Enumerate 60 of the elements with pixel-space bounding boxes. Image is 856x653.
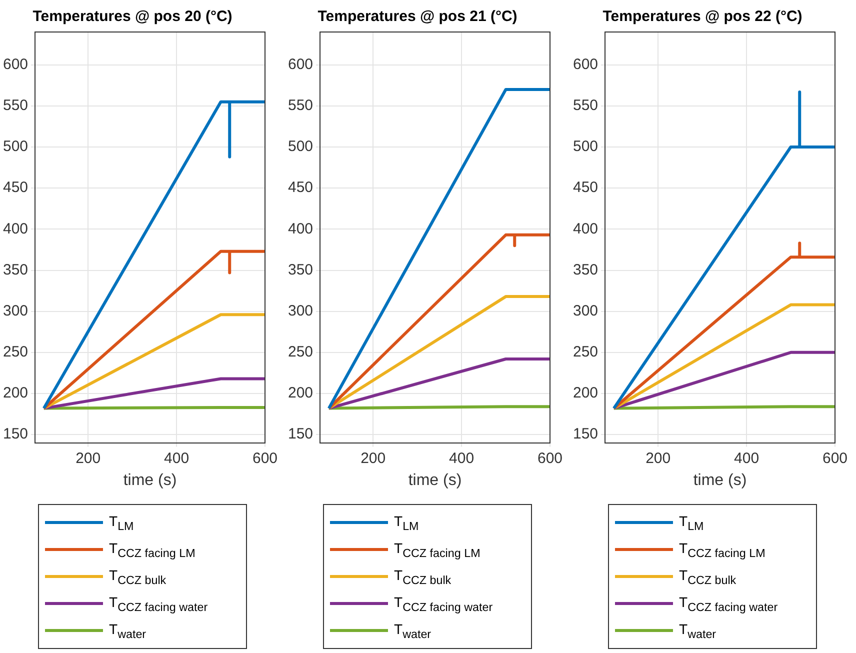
legend-label: T$_{water}$	[394, 620, 432, 640]
y-tick-label: 200	[572, 384, 598, 402]
y-tick-label: 350	[572, 261, 598, 278]
y-tick-label: 400	[572, 220, 598, 238]
legend-label: T$_{LM}$	[109, 512, 134, 532]
x-tick-label: 400	[449, 450, 474, 467]
y-tick-label: 300	[572, 302, 598, 320]
y-tick-label: 200	[288, 384, 314, 402]
y-tick-label: 300	[288, 302, 314, 320]
y-tick-label: 500	[288, 138, 314, 156]
x-axis-title: time (s)	[693, 472, 747, 489]
y-tick-label: 550	[2, 97, 28, 114]
x-tick-label: 600	[822, 450, 848, 467]
y-tick-label: 550	[288, 97, 314, 114]
y-tick-label: 550	[572, 97, 598, 114]
y-tick-label: 250	[288, 344, 314, 361]
y-tick-label: 450	[2, 179, 28, 196]
legend-label: T$_{CCZ facing water}$	[394, 594, 493, 614]
x-tick-label: 200	[646, 450, 671, 467]
legend-label: T$_{CCZ facing LM}$	[679, 540, 766, 560]
legend-label: T$_{LM}$	[394, 512, 419, 532]
y-tick-label: 350	[288, 261, 314, 278]
y-tick-label: 200	[2, 384, 28, 402]
x-tick-label: 400	[164, 450, 190, 467]
y-tick-label: 600	[572, 56, 598, 74]
legend-label: T$_{CCZ facing water}$	[679, 594, 778, 614]
legend-label: T$_{water}$	[109, 620, 146, 640]
y-tick-label: 250	[2, 344, 28, 361]
legend-label: T$_{CCZ bulk}$	[679, 566, 736, 586]
x-tick-label: 200	[76, 450, 101, 467]
y-tick-label: 600	[288, 56, 314, 74]
chart-title: Temperatures @ pos 21 (°C)	[318, 8, 518, 26]
y-tick-label: 500	[572, 138, 598, 156]
y-tick-label: 150	[2, 426, 28, 443]
x-tick-label: 600	[252, 450, 278, 467]
chart-title: Temperatures @ pos 22 (°C)	[602, 8, 802, 26]
x-axis-title: time (s)	[408, 472, 462, 489]
x-tick-label: 600	[537, 450, 563, 467]
x-tick-label: 200	[360, 450, 386, 467]
x-axis-title: time (s)	[123, 472, 177, 489]
y-tick-label: 500	[2, 138, 28, 156]
y-tick-label: 400	[2, 220, 28, 238]
y-tick-label: 150	[572, 426, 598, 443]
legend-label: T$_{LM}$	[679, 512, 704, 532]
y-tick-label: 450	[572, 179, 598, 196]
legend-label: T$_{CCZ facing LM}$	[394, 540, 480, 560]
y-tick-label: 450	[288, 179, 314, 196]
y-tick-label: 250	[572, 344, 598, 361]
legend-label: T$_{CCZ bulk}$	[109, 566, 166, 586]
y-tick-label: 400	[288, 220, 314, 238]
legend-label: T$_{CCZ bulk}$	[394, 566, 452, 586]
y-tick-label: 600	[2, 56, 28, 74]
y-tick-label: 150	[288, 426, 314, 443]
chart-title: Temperatures @ pos 20 (°C)	[32, 8, 232, 26]
y-tick-label: 300	[2, 302, 28, 320]
x-tick-label: 400	[734, 450, 760, 467]
legend-label: T$_{CCZ facing water}$	[109, 594, 208, 614]
y-tick-label: 350	[2, 261, 28, 278]
legend-label: T$_{water}$	[679, 620, 716, 640]
legend-label: T$_{CCZ facing LM}$	[109, 540, 196, 560]
